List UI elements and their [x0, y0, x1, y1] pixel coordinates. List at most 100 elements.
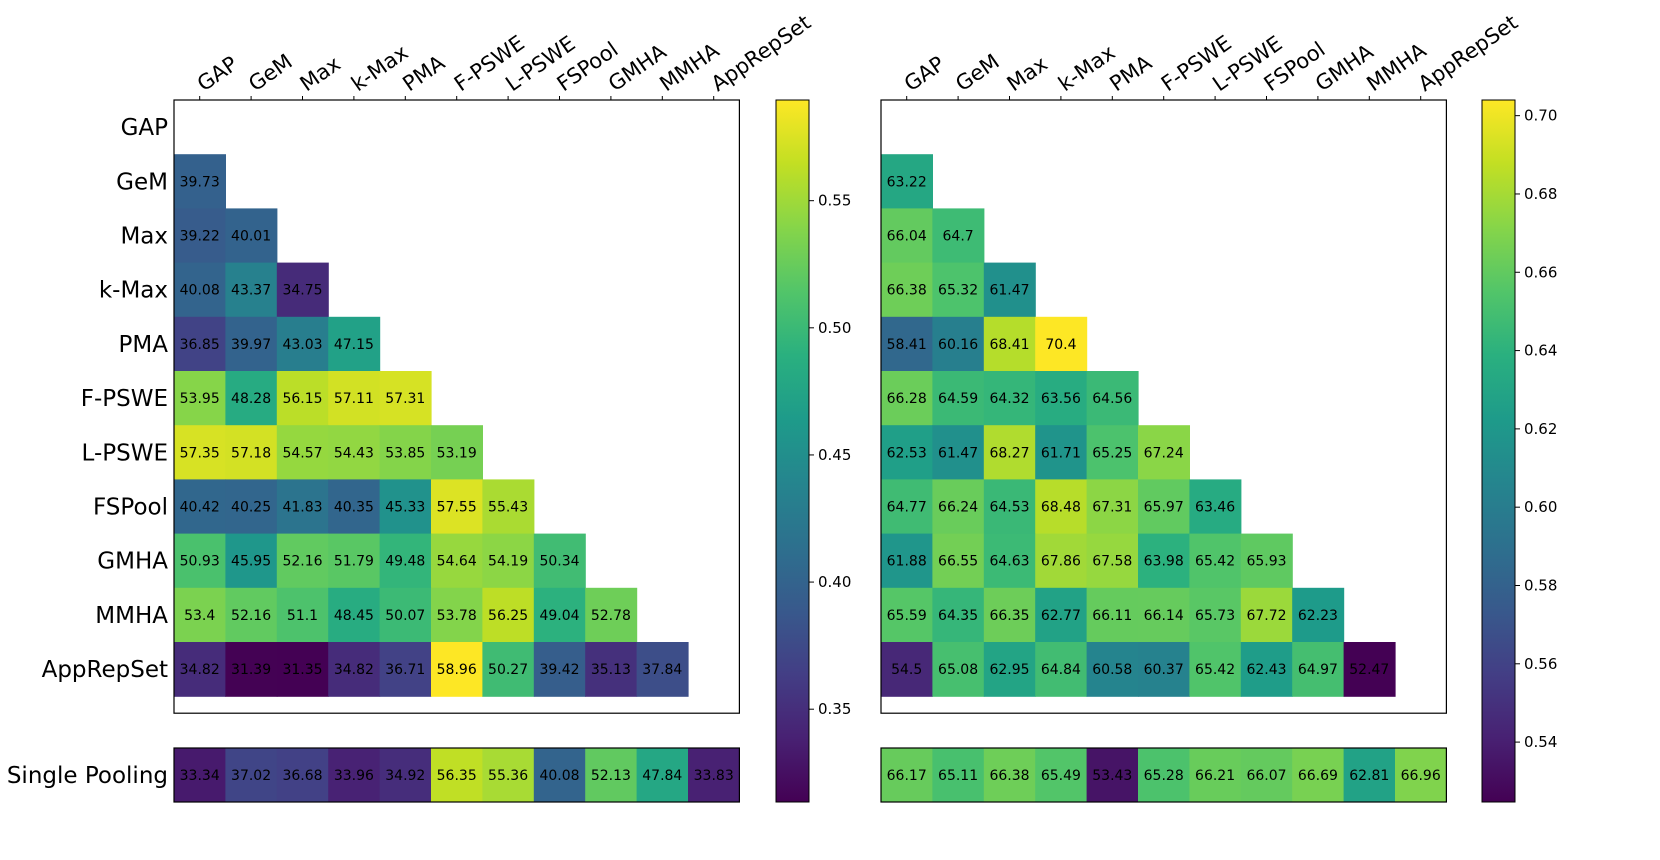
heatmap-cell	[276, 479, 329, 535]
row-label-k-max: k-Max	[99, 278, 168, 304]
colorbar-tick-label: 0.54	[1524, 733, 1557, 751]
cell-value-label: 52.16	[282, 554, 322, 570]
heatmap-cell	[1138, 587, 1190, 643]
heatmap-cell	[174, 479, 226, 535]
single-pooling-value-label: 62.81	[1349, 768, 1389, 784]
single-pooling-cell	[585, 748, 638, 802]
heatmap-cell	[482, 533, 535, 589]
cell-value-label: 52.47	[1349, 662, 1389, 678]
single-pooling-cell	[1395, 748, 1447, 802]
cell-value-label: 45.95	[231, 554, 271, 570]
cell-value-label: 67.24	[1144, 445, 1184, 461]
heatmap-cell	[482, 587, 535, 643]
heatmap-cell	[932, 371, 985, 426]
single-pooling-value-label: 36.68	[282, 768, 322, 784]
single-pooling-cell	[276, 748, 329, 802]
heatmap-cell	[225, 371, 278, 426]
single-pooling-value-label: 66.96	[1401, 768, 1441, 784]
cell-value-label: 66.55	[938, 554, 978, 570]
single-pooling-cell	[431, 748, 483, 802]
cell-value-label: 65.97	[1144, 500, 1184, 516]
heatmap-cell	[1292, 642, 1345, 697]
cell-value-label: 61.47	[989, 283, 1029, 299]
cell-value-label: 53.85	[385, 445, 425, 461]
single-pooling-cell	[379, 748, 432, 802]
single-pooling-value-label: 55.36	[488, 768, 528, 784]
cell-value-label: 66.38	[887, 283, 927, 299]
cell-value-label: 67.31	[1092, 500, 1132, 516]
heatmap-cell	[328, 316, 381, 372]
cell-value-label: 66.04	[887, 229, 927, 245]
cell-value-label: 65.25	[1092, 445, 1132, 461]
cell-value-label: 67.58	[1092, 554, 1132, 570]
cell-value-label: 60.58	[1092, 662, 1132, 678]
cell-value-label: 54.57	[282, 445, 322, 461]
single-pooling-value-label: 53.43	[1092, 768, 1132, 784]
heatmap-cell	[431, 533, 483, 589]
colorbar-tick-label: 0.66	[1524, 263, 1557, 281]
single-pooling-cell	[1292, 748, 1345, 802]
single-pooling-cell	[328, 748, 381, 802]
cell-value-label: 68.41	[989, 337, 1029, 353]
heatmap-cell	[881, 262, 933, 318]
colorbar-tick-label: 0.68	[1524, 185, 1557, 203]
cell-value-label: 54.43	[334, 445, 374, 461]
single-pooling-cell	[1035, 748, 1088, 802]
cell-value-label: 39.97	[231, 337, 271, 353]
cell-value-label: 35.13	[591, 662, 631, 678]
single-pooling-value-label: 65.11	[938, 768, 978, 784]
col-label-max: Max	[296, 52, 345, 97]
heatmap-cell	[174, 208, 226, 264]
colorbar	[1481, 99, 1516, 803]
heatmap-cell	[881, 425, 933, 480]
heatmap-cell	[482, 479, 535, 535]
heatmap-cell	[533, 587, 586, 643]
cell-value-label: 60.37	[1144, 662, 1184, 678]
heatmap-cell	[1086, 425, 1139, 480]
single-pooling-cell	[932, 748, 985, 802]
heatmap-cell	[174, 316, 226, 372]
heatmap-cell	[1035, 533, 1088, 589]
heatmap-cell	[379, 425, 432, 480]
cell-value-label: 68.27	[989, 445, 1029, 461]
heatmap-cell	[1189, 533, 1242, 589]
cell-value-label: 31.39	[231, 662, 271, 678]
heatmap-cell	[983, 262, 1036, 318]
heatmap-cell	[932, 316, 985, 372]
colorbar-tick-label: 0.60	[1524, 498, 1557, 516]
cell-value-label: 62.23	[1298, 608, 1338, 624]
heatmap-cell	[932, 262, 985, 318]
cell-value-label: 64.53	[989, 500, 1029, 516]
single-pooling-cell	[881, 748, 933, 802]
heatmap-cell	[225, 425, 278, 480]
heatmap-cell	[881, 479, 933, 535]
cell-value-label: 64.59	[938, 391, 978, 407]
heatmap-cell	[1035, 425, 1088, 480]
cell-value-label: 57.35	[180, 445, 220, 461]
cell-value-label: 52.16	[231, 608, 271, 624]
heatmap-cell	[1292, 587, 1345, 643]
single-pooling-value-label: 33.83	[694, 768, 734, 784]
cell-value-label: 40.08	[180, 283, 220, 299]
col-label-gap: GAP	[900, 52, 949, 97]
col-label-k-max: k-Max	[1054, 40, 1120, 96]
heatmap-cell	[225, 316, 278, 372]
cell-value-label: 64.56	[1092, 391, 1132, 407]
heatmap-cell	[379, 587, 432, 643]
cell-value-label: 61.47	[938, 445, 978, 461]
cell-value-label: 39.22	[180, 229, 220, 245]
single-pooling-cell	[1189, 748, 1242, 802]
row-label-apprepset: AppRepSet	[42, 657, 168, 683]
cell-value-label: 63.98	[1144, 554, 1184, 570]
cell-value-label: 58.96	[437, 662, 477, 678]
heatmap-cell	[1240, 587, 1293, 643]
heatmap-cell	[1343, 642, 1396, 697]
heatmap-cell	[174, 587, 226, 643]
heatmap-cell	[1189, 479, 1242, 535]
heatmap-cell	[174, 371, 226, 426]
cell-value-label: 58.41	[887, 337, 927, 353]
single-pooling-value-label: 34.92	[385, 768, 425, 784]
row-label-pma: PMA	[119, 332, 169, 358]
col-label-k-max: k-Max	[347, 40, 413, 96]
heatmap-cell	[431, 587, 483, 643]
